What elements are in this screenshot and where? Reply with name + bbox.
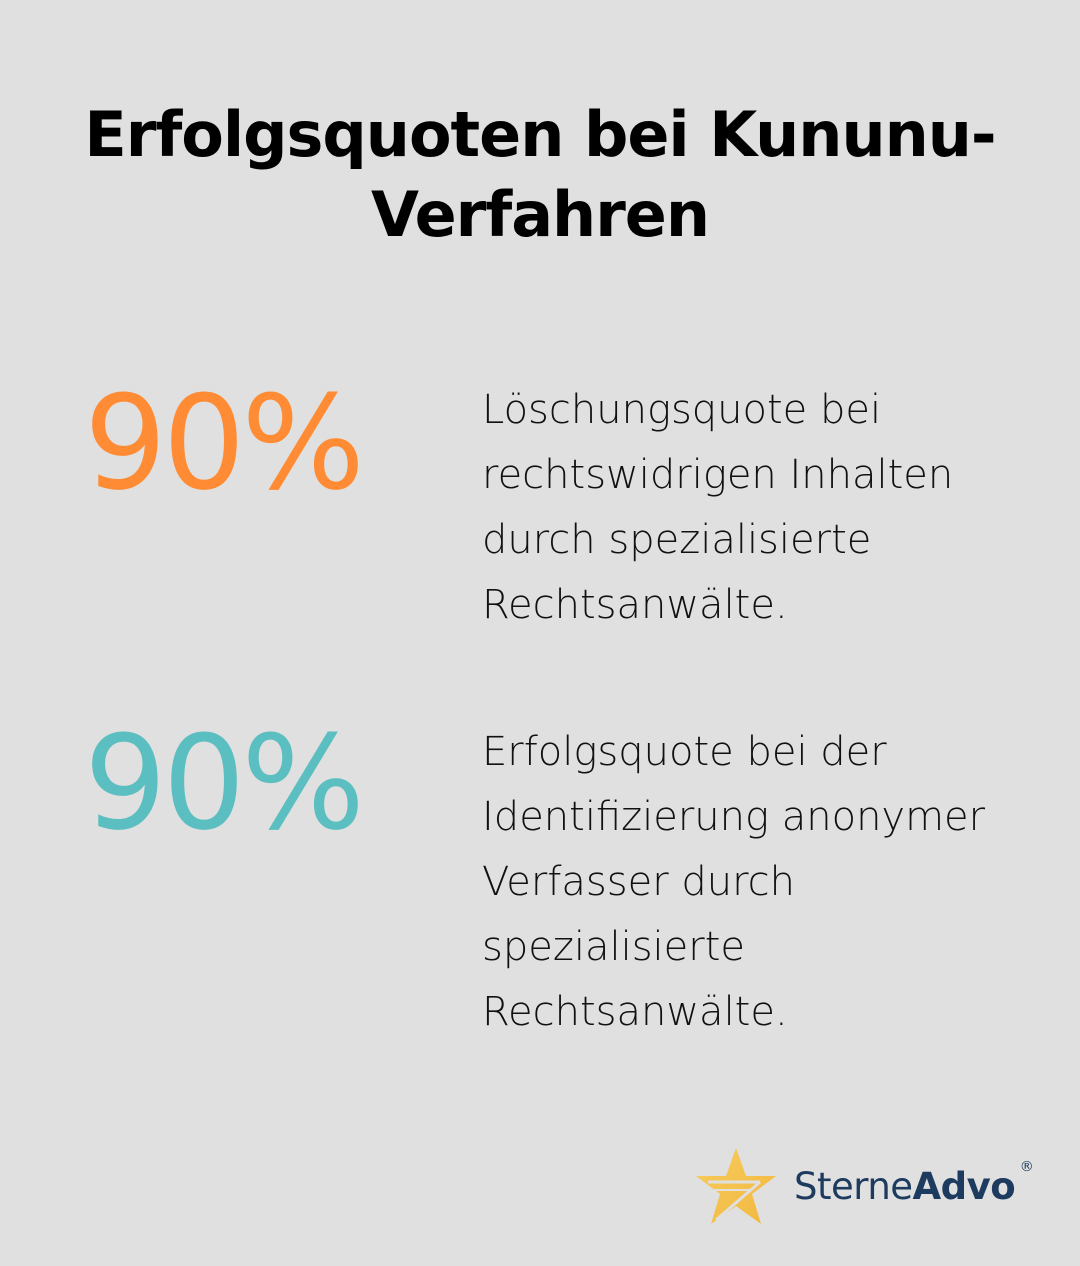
brand-name-bold: Advo	[912, 1164, 1016, 1208]
page-title: Erfolgsquoten bei Kununu- Verfahren	[0, 95, 1080, 255]
star-icon	[694, 1146, 778, 1226]
stat-value: 90%	[84, 367, 365, 519]
brand-name: SterneAdvo ®	[794, 1159, 1034, 1208]
registered-mark: ®	[1019, 1158, 1034, 1175]
brand-logo: SterneAdvo ®	[694, 1146, 1034, 1226]
brand-name-regular: Sterne	[794, 1164, 913, 1208]
stat-description: Erfolgsquote bei der Identifizierung ano…	[482, 729, 986, 1035]
stat-value: 90%	[84, 707, 365, 859]
stat-description: Löschungsquote bei rechtswidrigen Inhalt…	[482, 387, 954, 628]
title-line-2: Verfahren	[371, 178, 710, 251]
title-line-1: Erfolgsquoten bei Kununu-	[84, 98, 996, 171]
